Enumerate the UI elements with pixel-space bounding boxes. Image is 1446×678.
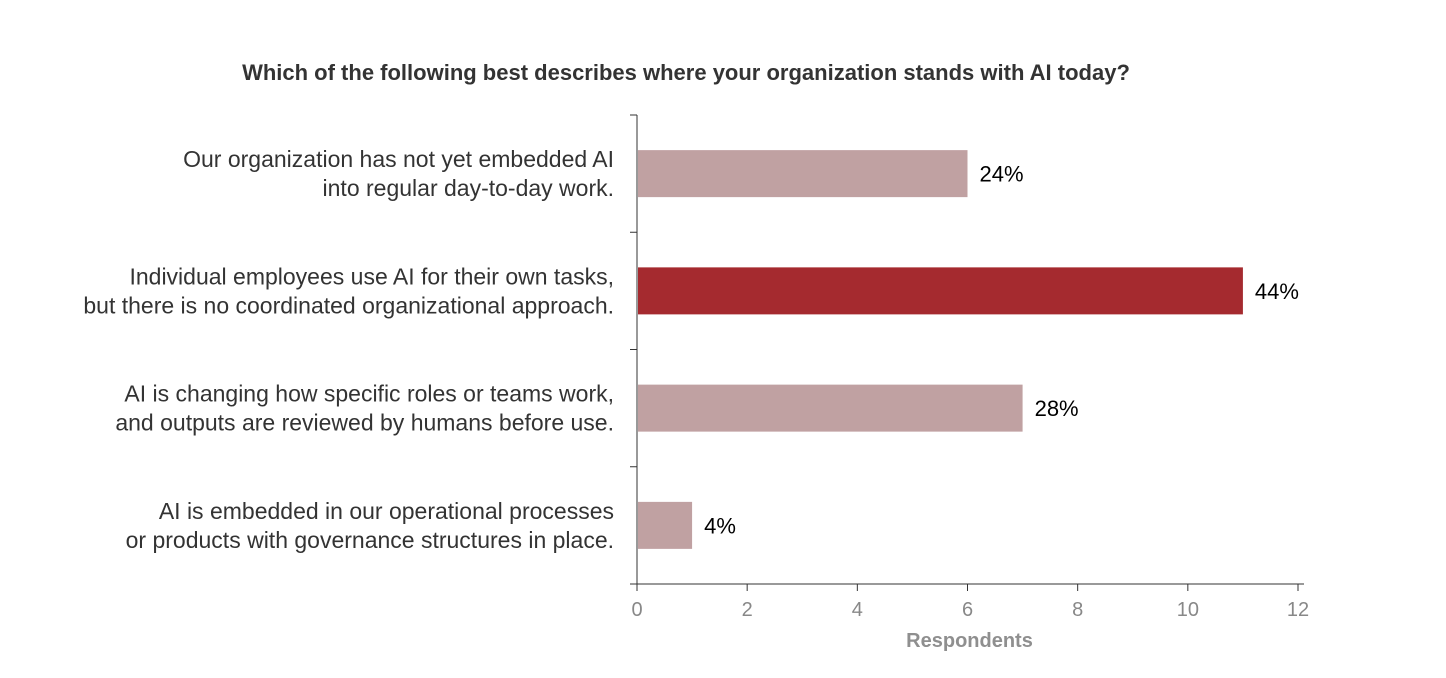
x-tick-label: 12 (1287, 599, 1309, 621)
x-tick-label: 6 (962, 599, 973, 621)
bar (638, 150, 968, 198)
x-tick-label: 10 (1177, 599, 1199, 621)
category-label: but there is no coordinated organization… (83, 292, 614, 318)
bar (638, 267, 1243, 315)
x-tick-label: 4 (852, 599, 863, 621)
x-tick-label: 2 (742, 599, 753, 621)
data-label: 44% (1255, 279, 1299, 304)
data-label: 24% (980, 162, 1024, 187)
category-label: Our organization has not yet embedded AI (183, 146, 614, 172)
x-tick-label: 0 (631, 599, 642, 621)
category-label: AI is changing how specific roles or tea… (124, 381, 614, 407)
bar (638, 384, 1023, 432)
category-label: AI is embedded in our operational proces… (159, 498, 614, 524)
category-label: into regular day-to-day work. (323, 175, 614, 201)
chart-title: Which of the following best describes wh… (242, 60, 1130, 85)
category-label: or products with governance structures i… (126, 527, 614, 553)
bar (638, 501, 693, 549)
x-tick-label: 8 (1072, 599, 1083, 621)
category-label: and outputs are reviewed by humans befor… (115, 410, 614, 436)
data-label: 4% (704, 513, 736, 538)
category-label: Individual employees use AI for their ow… (129, 263, 614, 289)
data-label: 28% (1035, 396, 1079, 421)
x-axis-title: Respondents (906, 630, 1033, 652)
